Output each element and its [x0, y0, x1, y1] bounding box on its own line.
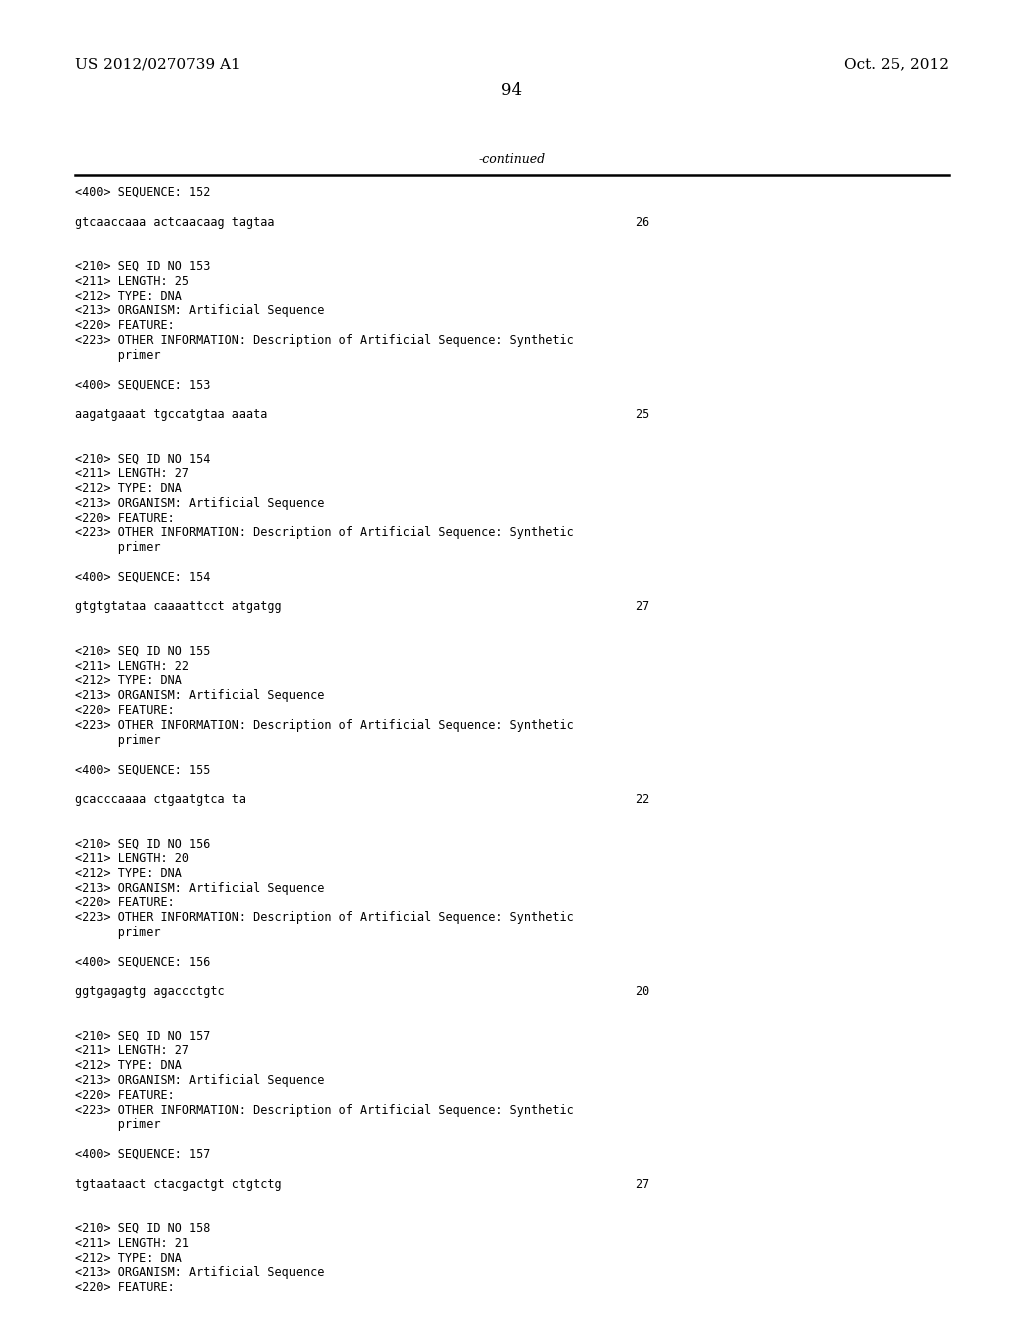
Text: <213> ORGANISM: Artificial Sequence: <213> ORGANISM: Artificial Sequence	[75, 305, 325, 317]
Text: primer: primer	[75, 348, 161, 362]
Text: <211> LENGTH: 20: <211> LENGTH: 20	[75, 851, 189, 865]
Text: <400> SEQUENCE: 156: <400> SEQUENCE: 156	[75, 956, 210, 969]
Text: <212> TYPE: DNA: <212> TYPE: DNA	[75, 289, 182, 302]
Text: <210> SEQ ID NO 158: <210> SEQ ID NO 158	[75, 1222, 210, 1236]
Text: primer: primer	[75, 927, 161, 939]
Text: <210> SEQ ID NO 155: <210> SEQ ID NO 155	[75, 644, 210, 657]
Text: <223> OTHER INFORMATION: Description of Artificial Sequence: Synthetic: <223> OTHER INFORMATION: Description of …	[75, 334, 573, 347]
Text: <223> OTHER INFORMATION: Description of Artificial Sequence: Synthetic: <223> OTHER INFORMATION: Description of …	[75, 911, 573, 924]
Text: <211> LENGTH: 25: <211> LENGTH: 25	[75, 275, 189, 288]
Text: <212> TYPE: DNA: <212> TYPE: DNA	[75, 1251, 182, 1265]
Text: aagatgaaat tgccatgtaa aaata: aagatgaaat tgccatgtaa aaata	[75, 408, 267, 421]
Text: gtcaaccaaa actcaacaag tagtaa: gtcaaccaaa actcaacaag tagtaa	[75, 215, 274, 228]
Text: gcacccaaaa ctgaatgtca ta: gcacccaaaa ctgaatgtca ta	[75, 793, 246, 805]
Text: <213> ORGANISM: Artificial Sequence: <213> ORGANISM: Artificial Sequence	[75, 1074, 325, 1086]
Text: <220> FEATURE:: <220> FEATURE:	[75, 1282, 175, 1294]
Text: <223> OTHER INFORMATION: Description of Artificial Sequence: Synthetic: <223> OTHER INFORMATION: Description of …	[75, 719, 573, 731]
Text: <213> ORGANISM: Artificial Sequence: <213> ORGANISM: Artificial Sequence	[75, 689, 325, 702]
Text: Oct. 25, 2012: Oct. 25, 2012	[844, 57, 949, 71]
Text: <212> TYPE: DNA: <212> TYPE: DNA	[75, 1059, 182, 1072]
Text: <210> SEQ ID NO 156: <210> SEQ ID NO 156	[75, 837, 210, 850]
Text: gtgtgtataa caaaattcct atgatgg: gtgtgtataa caaaattcct atgatgg	[75, 601, 282, 614]
Text: <400> SEQUENCE: 153: <400> SEQUENCE: 153	[75, 379, 210, 392]
Text: <223> OTHER INFORMATION: Description of Artificial Sequence: Synthetic: <223> OTHER INFORMATION: Description of …	[75, 527, 573, 540]
Text: <220> FEATURE:: <220> FEATURE:	[75, 1089, 175, 1102]
Text: <213> ORGANISM: Artificial Sequence: <213> ORGANISM: Artificial Sequence	[75, 1266, 325, 1279]
Text: <400> SEQUENCE: 154: <400> SEQUENCE: 154	[75, 570, 210, 583]
Text: 27: 27	[635, 601, 649, 614]
Text: <210> SEQ ID NO 157: <210> SEQ ID NO 157	[75, 1030, 210, 1043]
Text: 25: 25	[635, 408, 649, 421]
Text: <211> LENGTH: 27: <211> LENGTH: 27	[75, 467, 189, 480]
Text: <211> LENGTH: 22: <211> LENGTH: 22	[75, 660, 189, 673]
Text: <220> FEATURE:: <220> FEATURE:	[75, 512, 175, 524]
Text: 26: 26	[635, 215, 649, 228]
Text: <220> FEATURE:: <220> FEATURE:	[75, 896, 175, 909]
Text: <211> LENGTH: 21: <211> LENGTH: 21	[75, 1237, 189, 1250]
Text: <400> SEQUENCE: 157: <400> SEQUENCE: 157	[75, 1148, 210, 1162]
Text: <220> FEATURE:: <220> FEATURE:	[75, 704, 175, 717]
Text: <210> SEQ ID NO 153: <210> SEQ ID NO 153	[75, 260, 210, 273]
Text: 27: 27	[635, 1177, 649, 1191]
Text: <400> SEQUENCE: 155: <400> SEQUENCE: 155	[75, 763, 210, 776]
Text: primer: primer	[75, 541, 161, 554]
Text: <213> ORGANISM: Artificial Sequence: <213> ORGANISM: Artificial Sequence	[75, 882, 325, 895]
Text: primer: primer	[75, 1118, 161, 1131]
Text: -continued: -continued	[478, 153, 546, 166]
Text: <213> ORGANISM: Artificial Sequence: <213> ORGANISM: Artificial Sequence	[75, 496, 325, 510]
Text: 94: 94	[502, 82, 522, 99]
Text: <211> LENGTH: 27: <211> LENGTH: 27	[75, 1044, 189, 1057]
Text: 22: 22	[635, 793, 649, 805]
Text: <223> OTHER INFORMATION: Description of Artificial Sequence: Synthetic: <223> OTHER INFORMATION: Description of …	[75, 1104, 573, 1117]
Text: <212> TYPE: DNA: <212> TYPE: DNA	[75, 482, 182, 495]
Text: ggtgagagtg agaccctgtc: ggtgagagtg agaccctgtc	[75, 985, 224, 998]
Text: primer: primer	[75, 734, 161, 747]
Text: <212> TYPE: DNA: <212> TYPE: DNA	[75, 675, 182, 688]
Text: 20: 20	[635, 985, 649, 998]
Text: <210> SEQ ID NO 154: <210> SEQ ID NO 154	[75, 453, 210, 466]
Text: tgtaataact ctacgactgt ctgtctg: tgtaataact ctacgactgt ctgtctg	[75, 1177, 282, 1191]
Text: <212> TYPE: DNA: <212> TYPE: DNA	[75, 867, 182, 880]
Text: US 2012/0270739 A1: US 2012/0270739 A1	[75, 57, 241, 71]
Text: <400> SEQUENCE: 152: <400> SEQUENCE: 152	[75, 186, 210, 199]
Text: <220> FEATURE:: <220> FEATURE:	[75, 319, 175, 333]
